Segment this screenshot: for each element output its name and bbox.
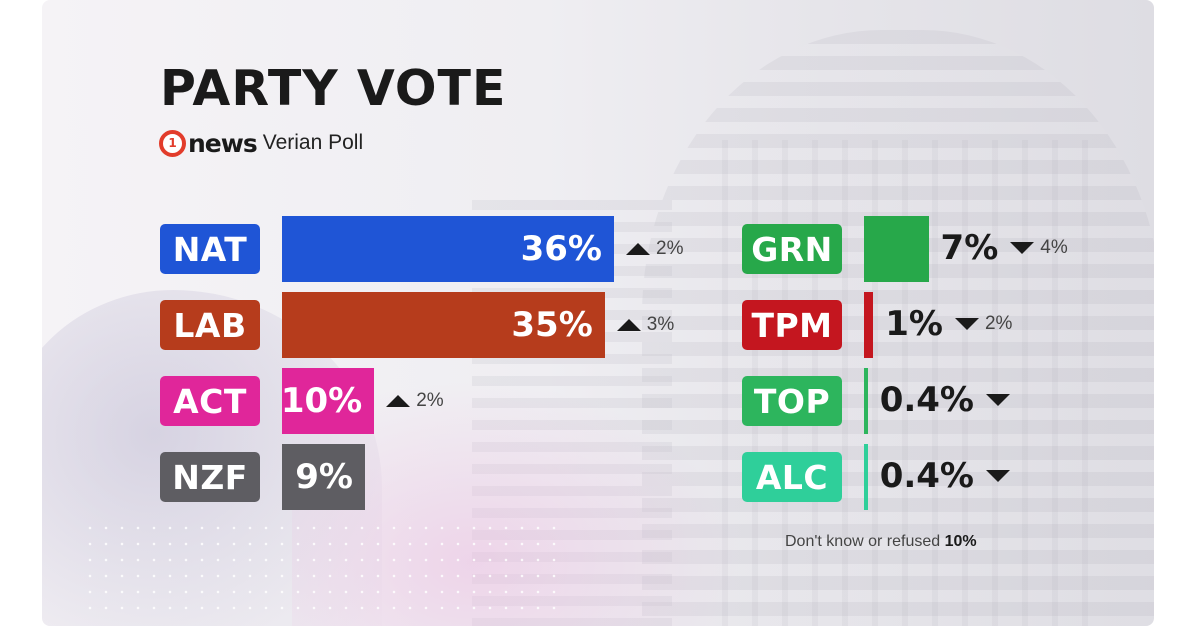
party-label-alc: ALC — [742, 452, 842, 502]
change-nat: 2% — [626, 238, 683, 260]
bar-row-nat: NAT 36% 2% — [160, 216, 683, 282]
triangle-down-icon — [1010, 242, 1035, 254]
value-group-alc: 0.4% — [880, 456, 1010, 496]
bar-row-tpm: TPM 1% 2% — [742, 292, 1154, 358]
value-group-grn: 7% 4% — [941, 228, 1068, 268]
chart-title: PARTY VOTE — [160, 60, 507, 117]
bar-tpm — [864, 292, 874, 358]
chart-subtitle: Verian Poll — [262, 131, 364, 154]
change-label-act: 2% — [416, 390, 444, 411]
triangle-down-icon — [954, 318, 979, 330]
bar-grn — [864, 216, 929, 282]
footnote-text: Don't know or refused — [785, 533, 941, 550]
party-label-grn: GRN — [742, 224, 842, 274]
value-label-tpm: 1% — [885, 304, 943, 344]
bar-top — [864, 368, 868, 434]
value-label-lab: 35% — [511, 305, 593, 345]
background-dot-pattern — [82, 520, 562, 610]
change-label-nat: 2% — [656, 238, 684, 259]
party-label-nat: NAT — [160, 224, 260, 274]
bar-row-lab: LAB 35% 3% — [160, 292, 674, 358]
party-label-act: ACT — [160, 376, 260, 426]
value-group-top: 0.4% — [880, 380, 1010, 420]
triangle-down-icon — [985, 470, 1010, 482]
bar-row-alc: ALC 0.4% — [742, 444, 1154, 510]
party-label-top: TOP — [742, 376, 842, 426]
triangle-down-icon — [985, 394, 1010, 406]
value-label-grn: 7% — [940, 228, 999, 268]
triangle-up-icon — [386, 395, 411, 407]
value-label-top: 0.4% — [879, 380, 974, 420]
change-label-lab: 3% — [646, 314, 675, 335]
one-news-logo-icon: 1 — [159, 129, 186, 157]
change-label-grn: 4% — [1040, 237, 1068, 258]
party-label-tpm: TPM — [742, 300, 842, 350]
change-lab: 3% — [616, 314, 675, 336]
bar-nzf: 9% — [282, 444, 365, 510]
value-group-tpm: 1% 2% — [885, 304, 1012, 344]
party-label-lab: LAB — [160, 300, 260, 350]
change-label-tpm: 2% — [984, 313, 1013, 334]
bar-row-nzf: NZF 9% — [160, 444, 580, 510]
bar-row-top: TOP 0.4% — [742, 368, 1154, 434]
bar-act: 10% — [280, 368, 375, 434]
bar-lab: 35% — [282, 292, 605, 358]
source-brand: news — [188, 128, 258, 158]
poll-card: PARTY VOTE 1 news Verian Poll NAT 36% 2% LA… — [42, 0, 1154, 626]
value-label-nzf: 9% — [295, 457, 353, 497]
value-label-alc: 0.4% — [879, 456, 974, 496]
footnote-value: 10% — [944, 533, 977, 550]
bar-row-act: ACT 10% 2% — [160, 368, 580, 434]
source-line: 1 news Verian Poll — [159, 126, 363, 160]
triangle-up-icon — [626, 243, 650, 255]
value-label-act: 10% — [280, 381, 363, 421]
bar-alc — [864, 444, 868, 510]
value-label-nat: 36% — [520, 229, 602, 269]
footnote: Don't know or refused 10% — [785, 533, 977, 551]
change-act: 2% — [386, 390, 444, 412]
triangle-up-icon — [616, 319, 641, 331]
bar-row-grn: GRN 7% 4% — [742, 216, 1154, 282]
bar-nat: 36% — [282, 216, 614, 282]
party-label-nzf: NZF — [160, 452, 260, 502]
